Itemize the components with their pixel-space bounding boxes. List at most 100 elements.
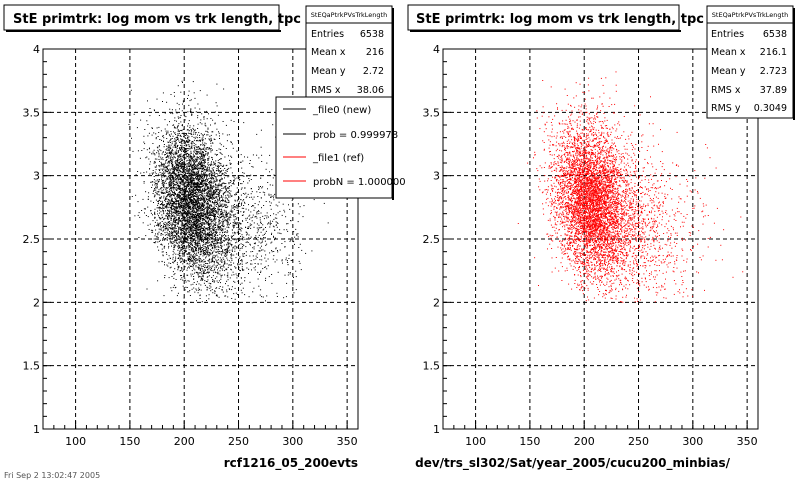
data-point: [202, 222, 203, 223]
data-point: [238, 170, 239, 171]
data-point: [164, 240, 165, 241]
data-point: [162, 164, 163, 165]
data-point: [204, 252, 205, 253]
data-point: [156, 193, 157, 194]
data-point: [155, 159, 156, 160]
data-point: [161, 162, 162, 163]
data-point: [174, 117, 175, 118]
data-point: [189, 254, 190, 255]
data-point: [189, 243, 190, 244]
data-point: [209, 148, 210, 149]
data-point: [224, 212, 225, 213]
data-point: [171, 180, 172, 181]
data-point: [186, 133, 187, 134]
data-point: [159, 159, 160, 160]
data-point: [193, 235, 194, 236]
data-point: [190, 100, 191, 101]
data-point: [190, 180, 191, 181]
data-point: [205, 207, 206, 208]
data-point: [214, 198, 215, 199]
data-point: [211, 191, 212, 192]
data-point: [165, 199, 166, 200]
data-point: [222, 133, 223, 134]
data-point: [172, 203, 173, 204]
data-point: [207, 153, 208, 154]
data-point: [210, 235, 211, 236]
data-point: [181, 214, 182, 215]
data-point: [183, 196, 184, 197]
data-point: [203, 144, 204, 145]
data-point: [175, 287, 176, 288]
data-point: [177, 183, 178, 184]
data-point: [177, 226, 178, 227]
data-point: [194, 92, 195, 93]
data-point: [195, 175, 196, 176]
data-point: [154, 226, 155, 227]
data-point: [184, 229, 185, 230]
data-point: [161, 140, 162, 141]
data-point: [188, 206, 189, 207]
data-point: [175, 163, 176, 164]
data-point: [173, 257, 174, 258]
data-point: [207, 134, 208, 135]
data-point: [193, 240, 194, 241]
data-point: [191, 162, 192, 163]
data-point: [194, 242, 195, 243]
data-point: [168, 176, 169, 177]
data-point: [167, 207, 168, 208]
data-point: [199, 153, 200, 154]
data-point: [185, 237, 186, 238]
data-point: [183, 161, 184, 162]
data-point: [200, 153, 201, 154]
data-point: [217, 243, 218, 244]
data-point: [167, 240, 168, 241]
data-point: [193, 198, 194, 199]
data-point: [162, 255, 163, 256]
data-point: [209, 200, 210, 201]
data-point: [177, 168, 178, 169]
data-point: [200, 285, 201, 286]
data-point: [170, 157, 171, 158]
data-point: [191, 143, 192, 144]
data-point: [193, 241, 194, 242]
data-point: [208, 162, 209, 163]
data-point: [195, 214, 196, 215]
data-point: [202, 206, 203, 207]
data-point: [194, 137, 195, 138]
data-point: [171, 187, 172, 188]
data-point: [224, 220, 225, 221]
data-point: [195, 196, 196, 197]
data-point: [185, 133, 186, 134]
data-point: [184, 298, 185, 299]
data-point: [201, 175, 202, 176]
data-point: [190, 235, 191, 236]
data-point: [225, 191, 226, 192]
data-point: [170, 187, 171, 188]
data-point: [240, 260, 241, 261]
data-point: [161, 215, 162, 216]
data-point: [156, 183, 157, 184]
data-point: [178, 179, 179, 180]
data-point: [184, 196, 185, 197]
data-point: [217, 272, 218, 273]
data-point: [197, 200, 198, 201]
data-point: [194, 215, 195, 216]
data-point: [163, 137, 164, 138]
data-point: [198, 217, 199, 218]
data-point: [154, 182, 155, 183]
data-point: [242, 256, 243, 257]
data-point: [217, 260, 218, 261]
data-point: [179, 248, 180, 249]
data-point: [186, 171, 187, 172]
data-point: [205, 154, 206, 155]
data-point: [182, 171, 183, 172]
data-point: [187, 217, 188, 218]
data-point: [176, 199, 177, 200]
data-point: [187, 141, 188, 142]
data-point: [159, 149, 160, 150]
data-point: [219, 166, 220, 167]
data-point: [238, 233, 239, 234]
data-point: [199, 256, 200, 257]
data-point: [227, 273, 228, 274]
